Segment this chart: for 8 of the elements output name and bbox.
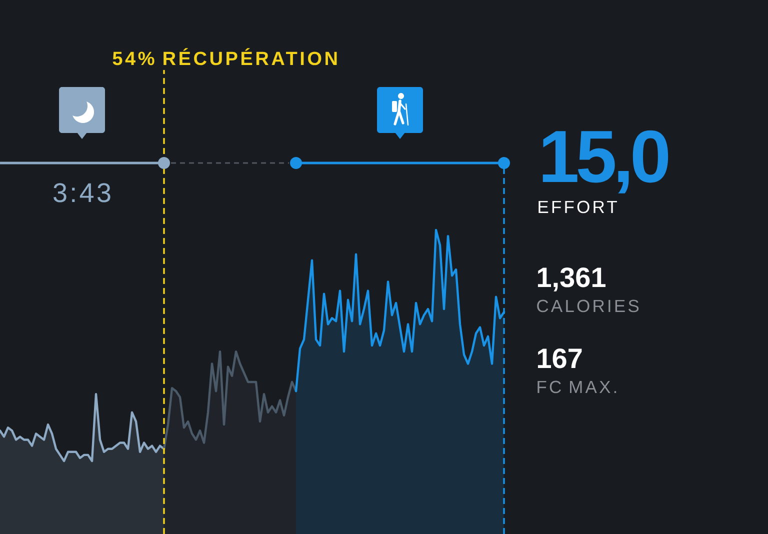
text: EFFORT: [538, 200, 617, 214]
text: 54% RÉCUPÉRATION: [112, 48, 337, 66]
text: 15,0: [542, 130, 668, 194]
text: CALORIES: [537, 300, 639, 312]
text: 167: [538, 348, 582, 368]
text: 3:43: [54, 183, 110, 202]
text: FC MAX.: [538, 380, 616, 394]
text: 1,361: [538, 267, 606, 292]
